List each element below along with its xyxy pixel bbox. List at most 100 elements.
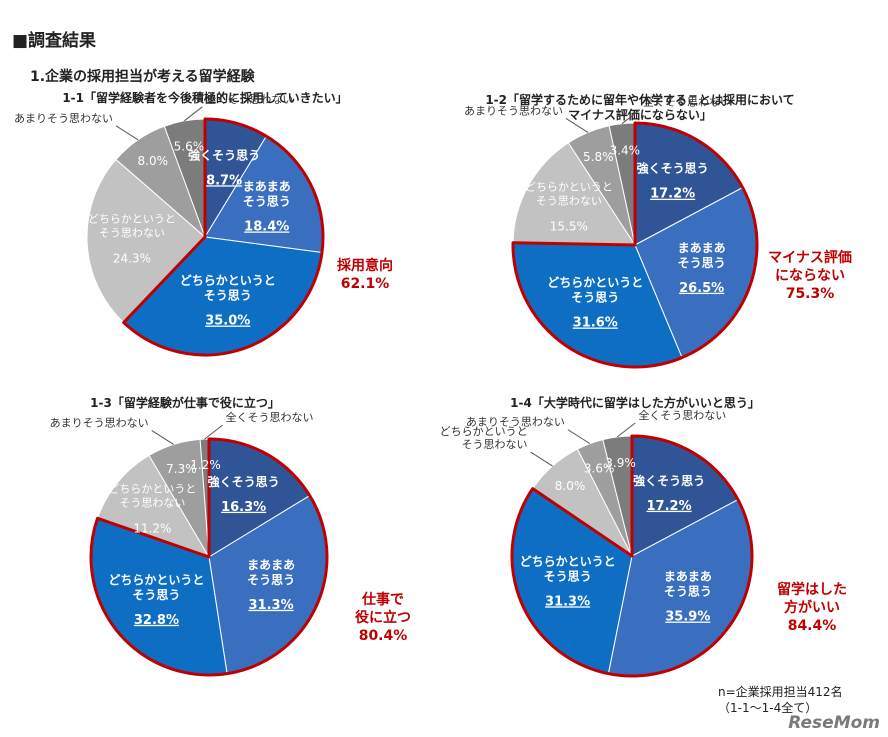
slice-label: どちらかというと xyxy=(88,212,176,225)
slice-percent: 15.5% xyxy=(550,219,588,233)
pie-chart-1-2: 1-2「留学するために留年や休学することは採用において マイナス評価にならない」強… xyxy=(444,88,888,388)
slice-label: そう思わない xyxy=(536,194,602,207)
slice-percent: 17.2% xyxy=(650,187,695,202)
pie-slice xyxy=(86,158,206,324)
slice-label: そう思う xyxy=(132,588,180,602)
slice-percent: 26.5% xyxy=(679,281,724,296)
chart-title-line: 1-1「留学経験者を今後積極的に採用していきたい」 xyxy=(62,90,347,105)
highlight-callout: 62.1% xyxy=(341,276,390,292)
slice-percent: 18.4% xyxy=(244,219,289,234)
highlight-callout: 75.3% xyxy=(786,286,835,302)
slice-label: 強くそう思う xyxy=(637,161,709,176)
highlight-callout: 役に立つ xyxy=(355,609,411,626)
slice-percent: 3.9% xyxy=(605,456,636,470)
highlight-callout: マイナス評価 xyxy=(768,249,852,266)
slice-label: 強くそう思う xyxy=(188,147,260,162)
footnote-scope: （1-1～1-4全て） xyxy=(718,701,818,715)
pie-chart-1-4-svg: 1-4「大学時代に留学はした方がいいと思う」強くそう思う17.2%まあまあそう思… xyxy=(440,395,847,678)
highlight-callout: 84.4% xyxy=(788,618,837,634)
leader-line xyxy=(530,451,553,467)
highlight-callout: 留学はした xyxy=(777,581,847,598)
pie-slice xyxy=(512,142,636,246)
leader-line xyxy=(184,106,203,122)
chart-title-line: 1-3「留学経験が仕事で役に立つ」 xyxy=(90,395,280,410)
section-title: ■調査結果 xyxy=(12,31,97,51)
slice-label: どちらかというと xyxy=(520,554,616,568)
footnote-sample-size: n=企業採用担当412名 xyxy=(718,685,843,699)
highlight-outline xyxy=(122,117,325,357)
highlight-callout: 80.4% xyxy=(359,628,408,644)
slice-label: まあまあ xyxy=(243,179,291,193)
slice-label: そう思う xyxy=(204,289,252,303)
slice-label: 強くそう思う xyxy=(208,474,280,489)
slice-percent: 5.6% xyxy=(174,139,205,153)
slice-label: 強くそう思う xyxy=(633,473,705,488)
slice-label: そう思う xyxy=(544,569,592,583)
highlight-callout: 採用意向 xyxy=(337,257,393,274)
slice-percent: 31.3% xyxy=(545,594,590,609)
slice-outer-label: 全くそう思わない xyxy=(205,92,293,106)
slice-outer-label: あまりそう思わない xyxy=(50,416,149,429)
slice-percent: 3.6% xyxy=(584,461,615,475)
slice-outer-label: どちらかというと xyxy=(440,425,528,438)
slice-percent: 24.3% xyxy=(113,251,151,265)
leader-line xyxy=(567,429,591,445)
slice-percent: 16.3% xyxy=(221,500,266,515)
slice-label: そう思う xyxy=(664,585,712,599)
slice-label: どちらかというと xyxy=(547,276,643,290)
slice-label: そう思う xyxy=(247,573,295,587)
highlight-callout: 方がいい xyxy=(784,599,840,616)
leader-line xyxy=(151,430,174,445)
resemom-watermark-logo: ReseMom xyxy=(788,713,880,733)
leader-line xyxy=(565,118,589,133)
slice-outer-label: あまりそう思わない xyxy=(464,104,563,117)
slice-label: どちらかというと xyxy=(525,180,613,193)
slice-percent: 7.3% xyxy=(166,462,197,476)
slice-percent: 11.2% xyxy=(133,522,171,536)
chart-title-line: 1-4「大学時代に留学はした方がいいと思う」 xyxy=(510,395,760,410)
pie-chart-1-1: 1-1「留学経験者を今後積極的に採用していきたい」 強くそう思う 8.7% まあまあそ… xyxy=(0,88,440,388)
leader-line xyxy=(621,109,641,125)
highlight-callout: 仕事で xyxy=(361,591,404,608)
leader-line xyxy=(115,125,139,141)
slice-outer-label: そう思わない xyxy=(462,438,528,451)
slice-label: そう思う xyxy=(571,291,619,305)
pie-chart-1-3: 1-3「留学経験が仕事で役に立つ」 強くそう思う 16.3% まあまあ そう思う 31.3… xyxy=(0,393,440,683)
chart-title-line: 1-2「留学するために留年や休学することは採用において xyxy=(485,92,794,107)
leader-line xyxy=(617,422,636,438)
highlight-outline xyxy=(89,437,329,677)
slice-percent: 17.2% xyxy=(647,499,692,514)
slice-outer-label: 全くそう思わない xyxy=(226,410,314,424)
footnote: n=企業採用担当412名 （1-1～1-4全て） xyxy=(718,684,843,716)
slice-percent: 8.7% xyxy=(206,173,242,188)
slice-percent: 35.9% xyxy=(665,610,710,625)
slice-label: どちらかというと xyxy=(108,483,196,496)
slice-label: どちらかというと xyxy=(180,274,276,288)
pie-chart-1-4: 1-4「大学時代に留学はした方がいいと思う」 強くそう思う 17.2% まあまあ そう思… xyxy=(440,393,888,683)
slice-label: そう思う xyxy=(678,256,726,270)
slice-label: そう思う xyxy=(243,194,291,208)
slice-percent: 5.8% xyxy=(583,150,614,164)
pie-slice xyxy=(96,454,211,558)
slice-label: まあまあ xyxy=(247,558,295,572)
slice-percent: 32.8% xyxy=(134,613,179,628)
highlight-callout: にならない xyxy=(775,268,845,284)
highlight-outline xyxy=(511,121,759,369)
slice-label: まあまあ xyxy=(664,570,712,584)
pie-chart-1-1-svg: 1-1「留学経験者を今後積極的に採用していきたい」強くそう思う 8.7% まあまあそ… xyxy=(14,90,393,357)
slice-percent: 8.0% xyxy=(138,154,169,168)
slice-percent: 31.3% xyxy=(249,598,294,613)
chart-title-line: マイナス評価にならない」 xyxy=(568,107,712,122)
slice-outer-label: 全くそう思わない xyxy=(638,408,726,422)
slice-label: そう思わない xyxy=(99,226,165,239)
highlight-outline xyxy=(510,434,754,678)
slice-outer-label: あまりそう思わない xyxy=(14,112,113,125)
slice-percent: 1.2% xyxy=(190,458,221,472)
subsection-title: 1.企業の採用担当が考える留学経験 xyxy=(30,69,255,85)
slice-percent: 35.0% xyxy=(205,314,250,329)
slice-outer-label: あまりそう思わない xyxy=(466,416,565,429)
slice-outer-label: 全くそう思わない xyxy=(643,95,731,109)
slice-label: そう思わない xyxy=(119,497,185,510)
slice-label: まあまあ xyxy=(678,241,726,255)
